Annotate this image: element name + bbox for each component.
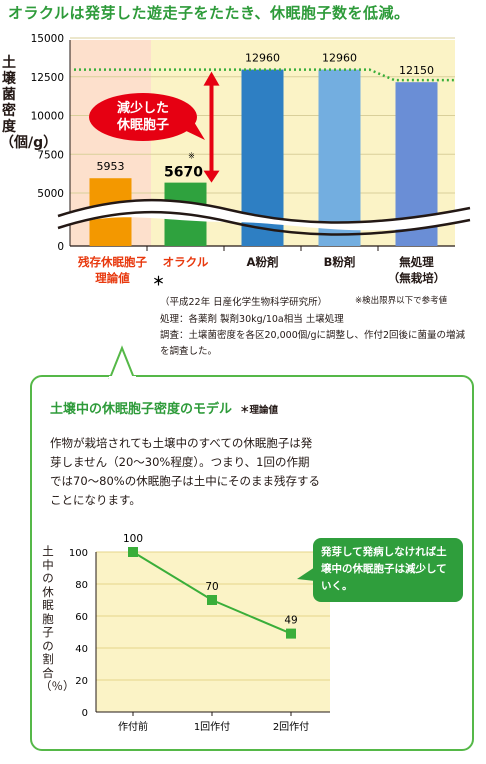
line-chart: 0 20 40 60 80 100 100 70 49 作付前 1回作付 2回作付 bbox=[69, 533, 330, 733]
model-description: 作物が栽培されても土壌中のすべての休眠胞子は発芽しません（20〜30%程度）。つ… bbox=[50, 436, 320, 507]
bubble-tail bbox=[297, 567, 315, 581]
callout-text: 減少した bbox=[117, 100, 169, 116]
bar-chart: 0 5000 7500 10000 12500 15000 5953 5670 12960 129… bbox=[31, 33, 471, 288]
bar-value-label: 12150 bbox=[399, 64, 434, 77]
detection-note: ※検出限界以下で参考値 bbox=[355, 296, 448, 306]
bar-category-label: 無処理 bbox=[399, 255, 434, 269]
axis-break-line-bottom bbox=[57, 210, 471, 236]
line-y-tick-label: 40 bbox=[75, 644, 88, 655]
reduction-arrow-head-down bbox=[203, 170, 220, 183]
bar-category-label: A粉剤 bbox=[247, 255, 279, 269]
model-point bbox=[207, 595, 217, 605]
bar-category-label: 理論値 bbox=[95, 271, 130, 285]
line-x-tick-label: 作付前 bbox=[118, 720, 148, 733]
bar-y-tick-label: 10000 bbox=[31, 111, 64, 123]
survey-note: 調査：土壌菌密度を各区20,000個/gに調整し、作付2回後に菌量の増減を調査し… bbox=[160, 330, 466, 357]
bar-category-label: 残存休眠胞子 bbox=[78, 255, 147, 269]
bar-value-label: 12960 bbox=[322, 52, 357, 65]
panel-pointer bbox=[108, 345, 136, 379]
line-y-tick-label: 20 bbox=[75, 676, 88, 687]
bar-y-tick-label: 12500 bbox=[31, 72, 64, 84]
line-y-tick-label: 80 bbox=[75, 580, 88, 591]
line-x-tick-label: 1回作付 bbox=[194, 720, 230, 733]
bar-y-tick-label: 5000 bbox=[37, 188, 64, 200]
callout-text: 休眠胞子 bbox=[116, 117, 169, 133]
bar-category-label: B粉剤 bbox=[324, 255, 356, 269]
model-title-note: ＊理論値 bbox=[240, 405, 279, 416]
line-y-tick-label: 0 bbox=[82, 708, 88, 719]
bar-category-label: オラクル bbox=[163, 255, 209, 269]
bar bbox=[318, 69, 361, 247]
bar-value-label: 5953 bbox=[97, 160, 125, 173]
callout-ellipse bbox=[89, 93, 197, 141]
line-x-tick-label: 2回作付 bbox=[273, 720, 309, 733]
bar-category-label: （無栽培） bbox=[388, 271, 446, 285]
bar-value-label: 5670 bbox=[164, 165, 203, 181]
axis-break-line-top bbox=[57, 198, 471, 224]
model-value-label: 49 bbox=[284, 615, 297, 627]
bar-y-tick-label: 7500 bbox=[37, 149, 64, 161]
treatment-note: 処理：各薬剤 製剤30kg/10a相当 土壌処理 bbox=[160, 314, 344, 325]
callout-tail bbox=[180, 112, 205, 140]
detection-mark: ※ bbox=[188, 152, 195, 161]
model-point bbox=[286, 628, 296, 639]
callout-bubble: 発芽して発病しなければ土壌中の休眠胞子は減少していく。 bbox=[313, 538, 463, 602]
headline: オラクルは発芽した遊走子をたたき、休眠胞子数を低減。 bbox=[8, 4, 410, 22]
line-y-tick-label: 60 bbox=[75, 612, 88, 623]
bar-value-label: 12960 bbox=[245, 52, 280, 65]
bar-y-tick-label: 15000 bbox=[31, 33, 64, 45]
reduction-arrow-head-up bbox=[203, 71, 220, 86]
theory-asterisk: ＊ bbox=[152, 274, 164, 288]
model-title-text: 土壌中の休眠胞子密度のモデル bbox=[50, 402, 233, 417]
model-value-label: 100 bbox=[123, 533, 143, 545]
model-title: 土壌中の休眠胞子密度のモデル ＊理論値 bbox=[50, 398, 278, 417]
model-point bbox=[128, 547, 138, 557]
model-value-label: 70 bbox=[205, 581, 218, 593]
line-y-tick-label: 100 bbox=[69, 548, 88, 559]
bar-y-tick-label: 0 bbox=[57, 241, 64, 253]
source-note: （平成22年 日産化学生物科学研究所） bbox=[160, 297, 328, 308]
